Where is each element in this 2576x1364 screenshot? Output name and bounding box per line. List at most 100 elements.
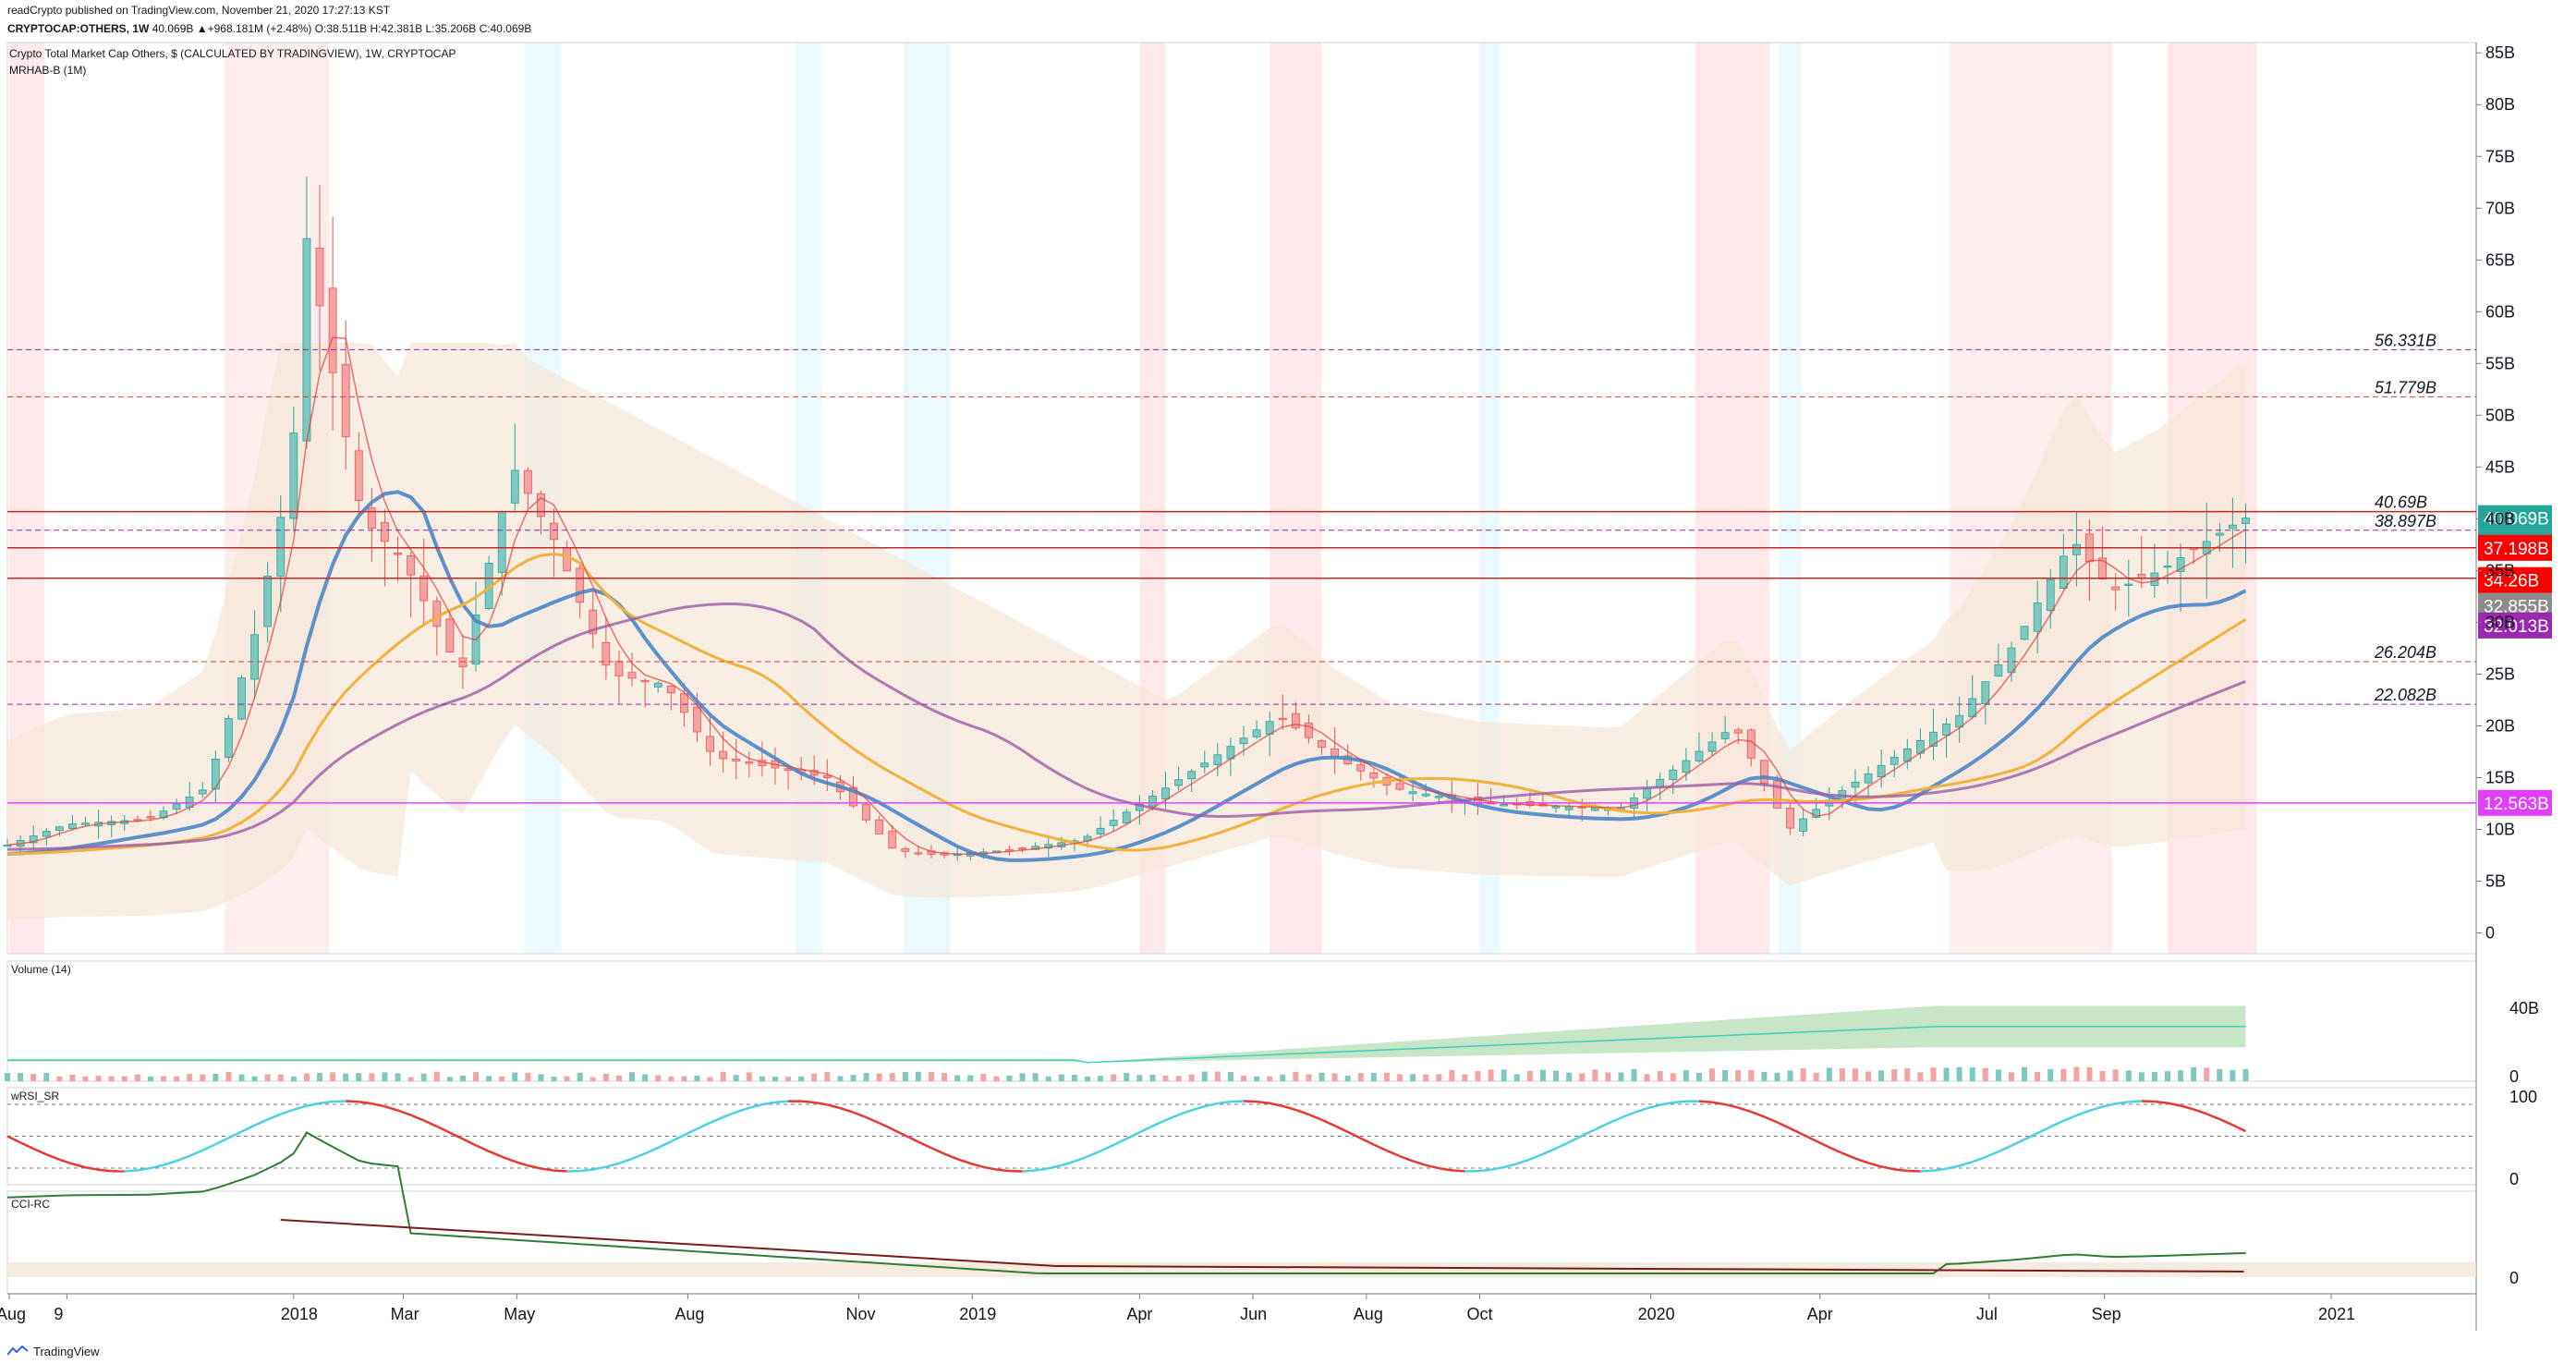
price-badge-5 (2478, 612, 2552, 639)
volume-bar (1241, 1075, 1247, 1081)
wrsi-segment (1087, 1150, 1101, 1158)
volume-bar (200, 1074, 206, 1081)
candle-body (1929, 731, 1938, 747)
wrsi-segment (436, 1125, 451, 1134)
y-tick-label: 70B (2485, 199, 2515, 217)
volume-bar (1644, 1074, 1650, 1081)
wrsi-segment (892, 1127, 906, 1137)
wrsi-segment (150, 1163, 164, 1170)
volume-bar (5, 1073, 10, 1081)
candle-body (1551, 806, 1561, 809)
candle-body (225, 718, 233, 759)
wrsi-segment (1829, 1146, 1843, 1154)
wrsi-segment (6, 1135, 21, 1144)
volume-bar (2047, 1068, 2054, 1081)
volume-bar (915, 1071, 921, 1081)
wrsi-segment (267, 1113, 282, 1121)
candle-body (263, 575, 273, 627)
x-tick-label: Apr (1126, 1305, 1152, 1323)
wrsi-segment (163, 1159, 177, 1166)
wrsi-segment (85, 1165, 99, 1172)
price-badge-text-0: 40.069B (2484, 510, 2549, 530)
volume-bar (1748, 1069, 1755, 1081)
wrsi-segment (814, 1101, 828, 1106)
wrsi-segment (528, 1164, 541, 1170)
wrsi-segment (2154, 1100, 2169, 1104)
wrsi-segment (201, 1143, 216, 1151)
candle-body (679, 693, 688, 713)
volume-bar (69, 1074, 76, 1081)
volume-bar (134, 1074, 140, 1081)
x-tick-label: Mar (391, 1305, 419, 1323)
x-tick-label: Aug (1354, 1305, 1383, 1323)
volume-bar (1878, 1070, 1885, 1081)
volume-bar (564, 1076, 570, 1081)
wrsi-segment (1425, 1163, 1440, 1170)
y-tick-label: 65B (2485, 250, 2515, 269)
candle-body (1864, 773, 1873, 784)
wrsi-segment (1256, 1100, 1270, 1105)
candle-body (394, 552, 402, 555)
wrsi-segment (1490, 1165, 1504, 1171)
grid-layer (6, 42, 2477, 1331)
volume-bar (330, 1072, 336, 1081)
volume-bar (225, 1071, 232, 1081)
wrsi-segment (592, 1165, 607, 1171)
wrsi-segment (2011, 1138, 2025, 1147)
wrsi-segment (840, 1106, 854, 1114)
wrsi-segment (319, 1100, 334, 1105)
volume-bar (1826, 1067, 1832, 1081)
wrsi-segment (19, 1141, 34, 1151)
volume-bar (56, 1076, 63, 1081)
wrsi-segment (1894, 1168, 1908, 1173)
volume-bar (2060, 1068, 2067, 1081)
volume-bar (1462, 1074, 1468, 1081)
volume-bar (277, 1074, 284, 1081)
volume-bar (1917, 1072, 1924, 1081)
candle-body (1889, 756, 1899, 765)
candle-body (1395, 783, 1404, 790)
main-pane-title: Crypto Total Market Cap Others, $ (CALCU… (9, 47, 456, 60)
candle-body (745, 761, 754, 764)
candle-body (719, 750, 728, 760)
volume-ma-line (7, 1026, 2246, 1064)
candle-body (1877, 764, 1886, 778)
volume-bar (395, 1073, 401, 1081)
ma-blue-line (6, 490, 2247, 862)
ma-purple-line (6, 602, 2247, 851)
candle-body (2242, 518, 2250, 524)
candle-body (1643, 788, 1652, 799)
volume-bar (2178, 1070, 2184, 1081)
wrsi-segment (384, 1105, 398, 1112)
price-badge-text-3: 34.26B (2484, 572, 2539, 591)
volume-bar (1865, 1071, 1872, 1081)
wrsi-segment (1750, 1110, 1765, 1118)
candle-body (510, 469, 519, 504)
volume-bar (433, 1071, 440, 1081)
candle-body (2059, 555, 2068, 589)
wrsi-segment (358, 1100, 372, 1105)
level-label-0: 56.331B (2375, 331, 2436, 349)
candle-body (198, 789, 207, 795)
volume-bar (1553, 1070, 1560, 1081)
y-tick-label: 0 (2485, 924, 2495, 943)
volume-bar (343, 1073, 349, 1081)
candle-body (328, 287, 337, 373)
volume-bar (967, 1075, 974, 1081)
volume-bar (1475, 1071, 1481, 1081)
volume-bar (2086, 1066, 2093, 1081)
wrsi-segment (188, 1149, 203, 1157)
wrsi-segment (1867, 1162, 1882, 1168)
price-badge-3 (2478, 566, 2552, 593)
volume-bar (161, 1076, 167, 1081)
candle-body (2020, 626, 2029, 640)
volume-bar (1774, 1072, 1780, 1081)
candle-body (2072, 543, 2081, 555)
wrsi-segment (2036, 1126, 2051, 1135)
wrsi-segment (1217, 1100, 1232, 1105)
price-badge-0 (2478, 505, 2552, 531)
cci-zero-band (7, 1262, 2476, 1277)
candle-body (1148, 796, 1157, 807)
candle-body (1408, 791, 1417, 795)
